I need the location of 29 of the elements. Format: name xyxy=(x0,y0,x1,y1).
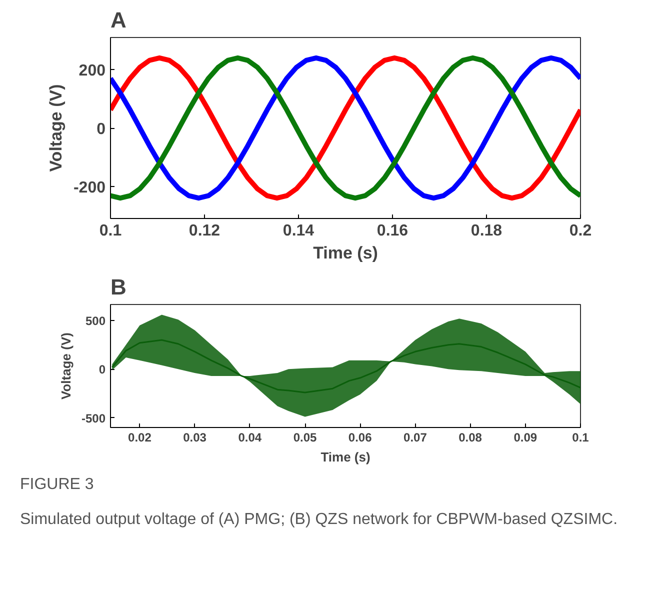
y-tick-label: -200 xyxy=(73,179,106,196)
x-tick-label: 0.03 xyxy=(183,430,207,444)
x-tick-label: 0.08 xyxy=(458,430,482,444)
text: Simulated output voltage of (A) PMG; (B) QZS network for CBPWM-based QZSIMC. xyxy=(20,510,618,530)
chart-title: B xyxy=(110,274,126,300)
x-tick-label: 0.02 xyxy=(128,430,152,444)
caption: FIGURE 3 xyxy=(20,475,94,495)
y-tick-label: 500 xyxy=(85,314,106,328)
chart-title: A xyxy=(110,8,126,32)
x-axis-title: Time (s) xyxy=(320,450,370,464)
y-tick-label: 0 xyxy=(96,121,106,138)
y-tick-label: -500 xyxy=(81,411,106,426)
x-tick-label: 0.18 xyxy=(470,222,502,240)
y-axis-title: Voltage (V) xyxy=(58,332,74,400)
x-tick-label: 0.04 xyxy=(238,430,262,444)
x-tick-label: 0.12 xyxy=(188,222,220,240)
x-tick-label: 0.16 xyxy=(376,222,408,240)
x-tick-label: 0.06 xyxy=(348,430,372,444)
x-tick-label: 0.05 xyxy=(293,430,318,444)
x-tick-label: 0.1 xyxy=(572,430,590,444)
y-axis-title: Voltage (V) xyxy=(46,84,66,172)
x-tick-label: 0.14 xyxy=(282,222,314,240)
x-axis-title: Time (s) xyxy=(313,244,378,262)
y-tick-label: 0 xyxy=(98,362,106,377)
y-tick-label: 200 xyxy=(78,62,106,80)
x-tick-label: 0.1 xyxy=(99,222,122,240)
x-tick-label: 0.09 xyxy=(514,430,538,444)
x-tick-label: 0.2 xyxy=(569,222,592,240)
x-tick-label: 0.07 xyxy=(404,430,428,444)
